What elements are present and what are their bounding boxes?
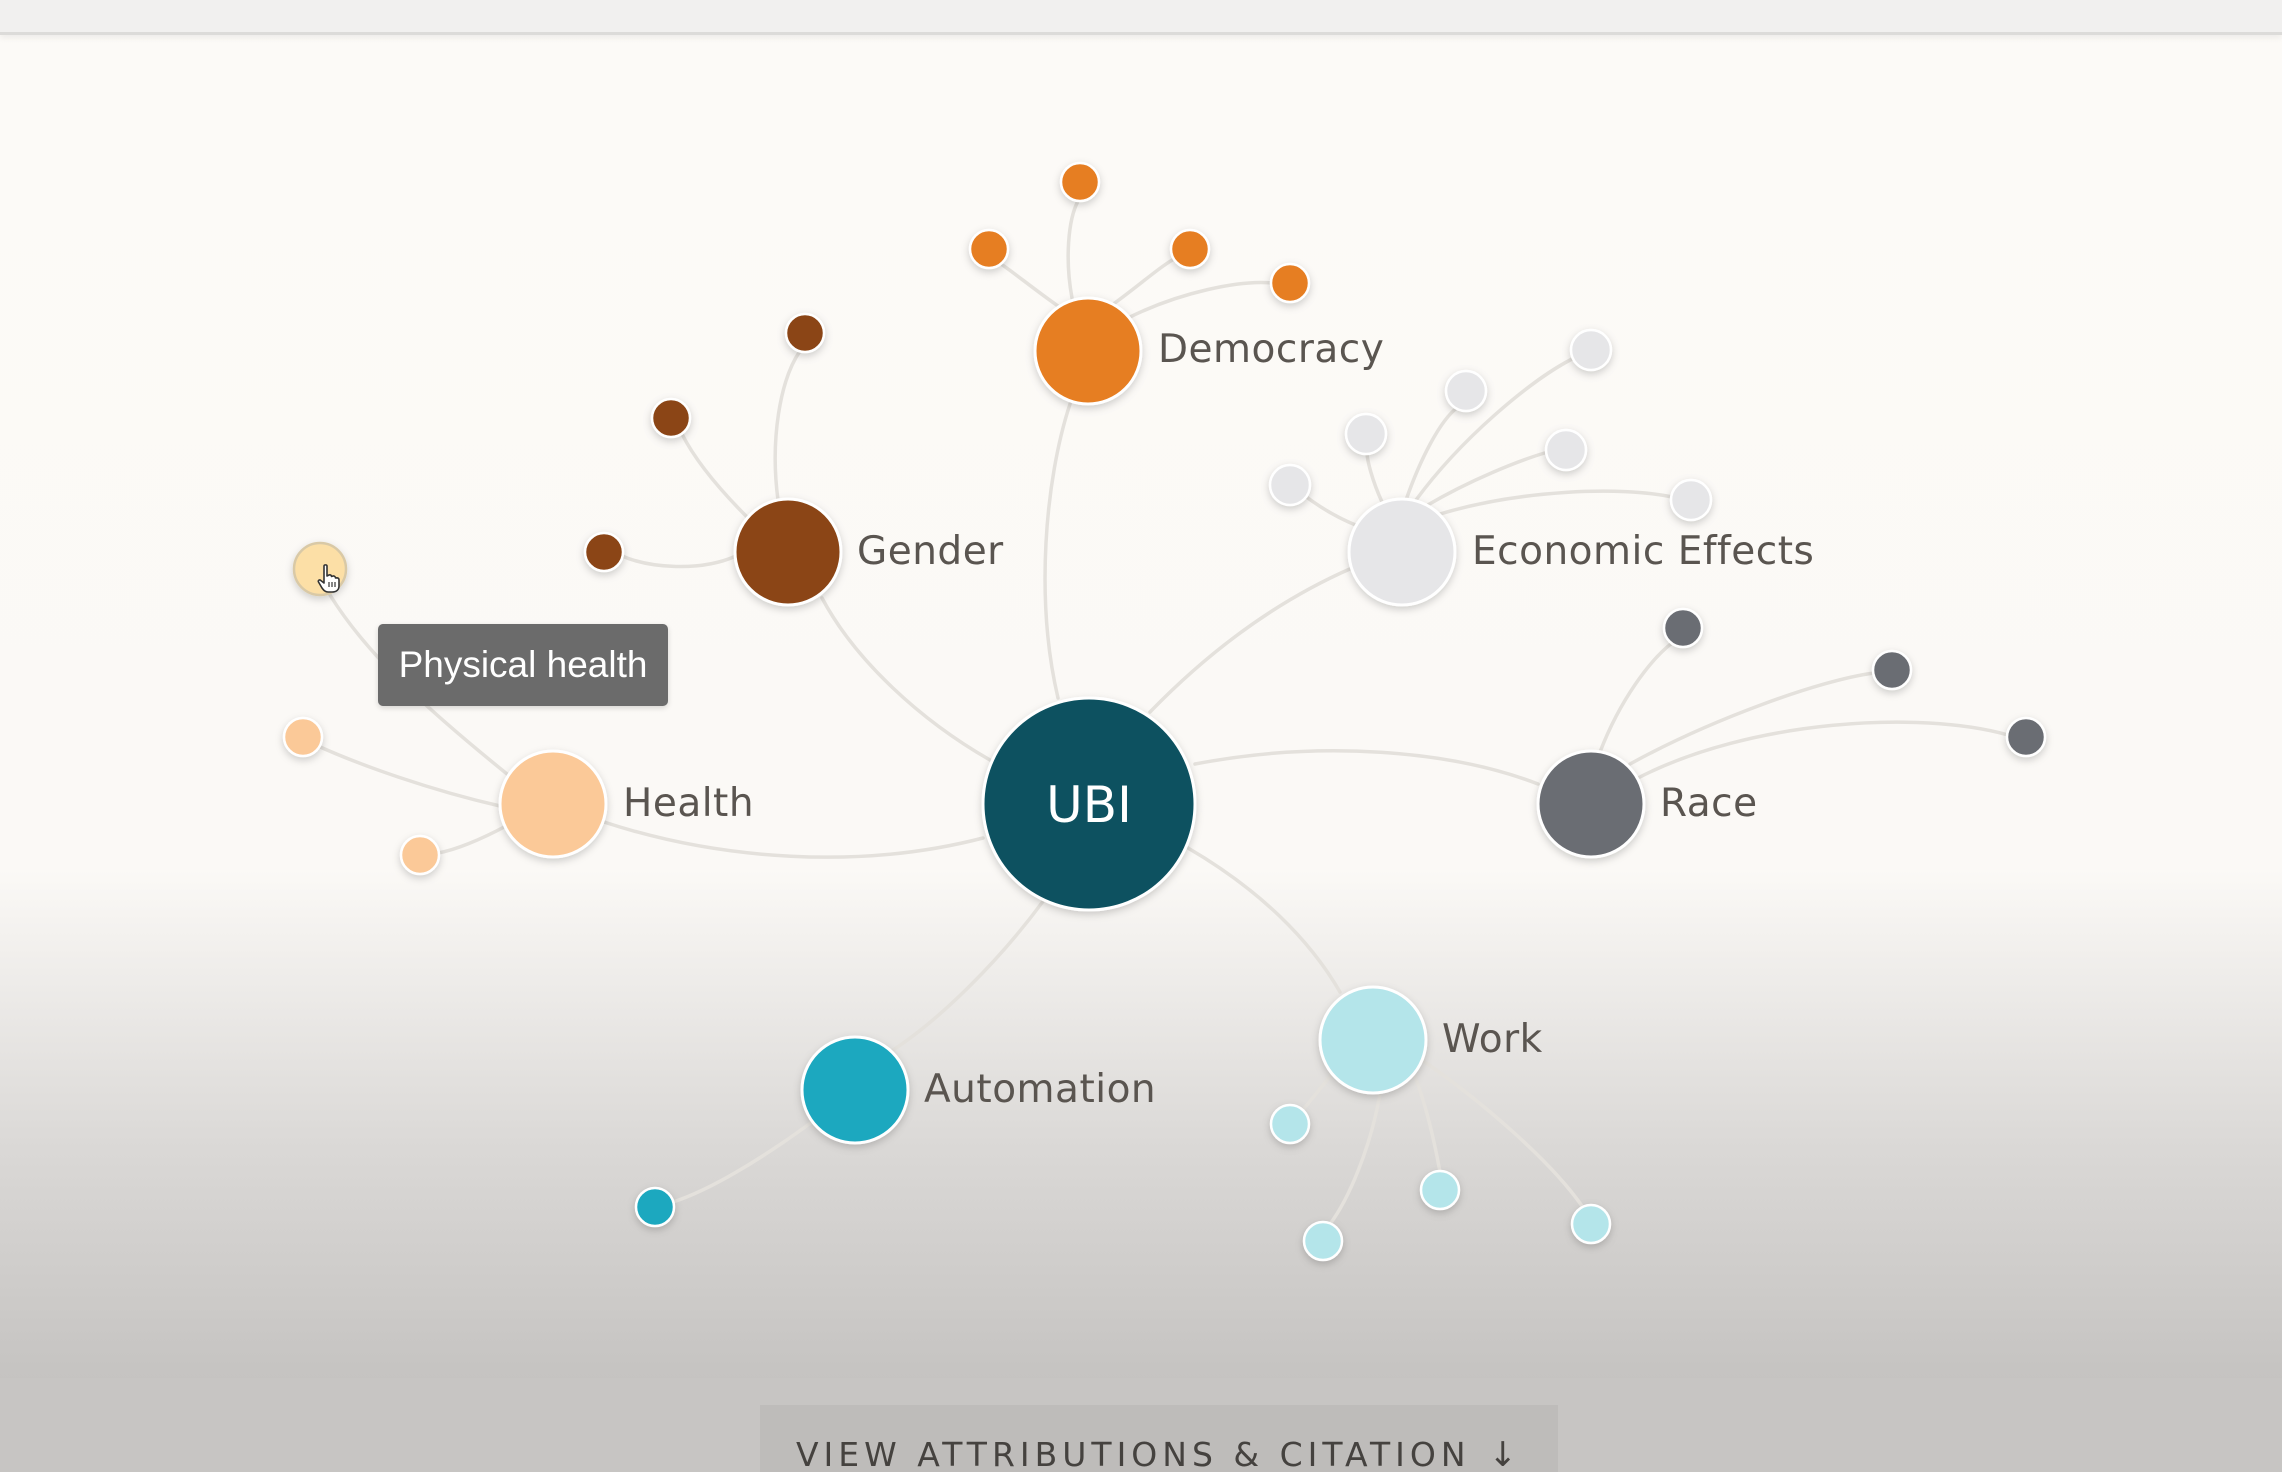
work-leaf-node-2[interactable] (1302, 1220, 1344, 1262)
node-labels: Democracy Gender Economic Effects Health Rac… (623, 327, 1814, 1112)
edge-race-leaf-3 (1636, 720, 2010, 780)
edge-race-leaf-2 (1628, 671, 1876, 766)
ubi-center-label: UBI (1046, 776, 1132, 834)
race-leaf-node-1[interactable] (1662, 607, 1704, 649)
nodes (282, 161, 2047, 1262)
economic-effects-leaf-node-1[interactable] (1268, 463, 1312, 507)
hand-pointer-cursor-icon (317, 564, 340, 593)
edges (316, 199, 2010, 1226)
edge-economic-effects-leaf-2 (1365, 450, 1384, 504)
edge-automation-leaf-1 (671, 1120, 814, 1204)
edge-ubi-economic-effects (1148, 566, 1354, 714)
edge-work-leaf-2 (1328, 1092, 1382, 1226)
ubi-center-node[interactable] (981, 696, 1197, 912)
edge-democracy-leaf-3 (1110, 254, 1182, 307)
edge-ubi-race (1193, 749, 1540, 786)
work-leaf-node-3[interactable] (1419, 1169, 1461, 1211)
automation-label: Automation (924, 1067, 1156, 1112)
edge-ubi-automation (888, 898, 1046, 1054)
edge-economic-effects-leaf-5 (1424, 450, 1550, 508)
gender-leaf-node-2[interactable] (650, 397, 692, 439)
edge-democracy-leaf-2 (996, 260, 1060, 308)
edge-economic-effects-leaf-4 (1414, 356, 1576, 502)
edge-democracy-leaf-4 (1126, 280, 1274, 320)
view-attributions-button[interactable]: VIEW ATTRIBUTIONS & CITATION ↓ (760, 1405, 1558, 1472)
work-leaf-node-1[interactable] (1269, 1103, 1311, 1145)
edge-race-leaf-1 (1598, 641, 1674, 754)
democracy-leaf-node-1[interactable] (1059, 161, 1101, 203)
work-node[interactable] (1318, 985, 1428, 1095)
automation-node[interactable] (800, 1035, 910, 1145)
edge-gender-leaf-2 (680, 432, 750, 520)
edge-economic-effects-leaf-6 (1438, 489, 1674, 516)
edge-gender-leaf-1 (773, 349, 802, 502)
view-attributions-label: VIEW ATTRIBUTIONS & CITATION (795, 1435, 1471, 1472)
race-label: Race (1660, 781, 1758, 826)
gender-leaf-node-3[interactable] (583, 531, 625, 573)
economic-effects-leaf-node-2[interactable] (1344, 412, 1388, 456)
work-label: Work (1442, 1017, 1543, 1062)
edge-work-leaf-4 (1420, 1058, 1584, 1208)
edge-democracy-leaf-1 (1066, 199, 1080, 300)
race-leaf-node-2[interactable] (1871, 649, 1913, 691)
gender-label: Gender (857, 529, 1004, 574)
democracy-leaf-node-3[interactable] (1169, 228, 1211, 270)
economic-effects-leaf-node-5[interactable] (1544, 428, 1588, 472)
race-leaf-node-3[interactable] (2005, 716, 2047, 758)
health-leaf-node-3[interactable] (399, 834, 441, 876)
economic-effects-leaf-node-6[interactable] (1669, 478, 1713, 522)
economic-effects-label: Economic Effects (1472, 529, 1814, 574)
health-node[interactable] (498, 749, 608, 859)
race-node[interactable] (1536, 749, 1646, 859)
edge-ubi-democracy (1043, 402, 1072, 700)
gender-node[interactable] (733, 497, 843, 607)
top-bar (0, 0, 2282, 35)
economic-effects-leaf-node-3[interactable] (1444, 369, 1488, 413)
democracy-node[interactable] (1033, 296, 1143, 406)
edge-health-leaf-2 (316, 744, 502, 808)
gender-leaf-node-1[interactable] (784, 312, 826, 354)
democracy-leaf-node-2[interactable] (968, 228, 1010, 270)
health-leaf-node-2[interactable] (282, 716, 324, 758)
democracy-label: Democracy (1158, 327, 1384, 372)
economic-effects-leaf-node-4[interactable] (1569, 328, 1613, 372)
edge-gender-leaf-3 (620, 554, 738, 569)
automation-leaf-node-1[interactable] (634, 1186, 676, 1228)
democracy-leaf-node-4[interactable] (1269, 262, 1311, 304)
edge-economic-effects-leaf-3 (1404, 405, 1460, 502)
edge-economic-effects-leaf-1 (1298, 490, 1360, 528)
edge-work-leaf-3 (1412, 1072, 1442, 1174)
node-tooltip: Physical health (378, 624, 668, 706)
work-leaf-node-4[interactable] (1570, 1203, 1612, 1245)
arrow-down-icon: ↓ (1488, 1435, 1523, 1472)
edge-ubi-health (602, 820, 985, 859)
edge-health-leaf-3 (436, 824, 508, 855)
edge-ubi-gender (820, 596, 992, 762)
edge-ubi-work (1186, 846, 1342, 994)
economic-effects-node[interactable] (1347, 497, 1457, 607)
health-label: Health (623, 781, 754, 826)
